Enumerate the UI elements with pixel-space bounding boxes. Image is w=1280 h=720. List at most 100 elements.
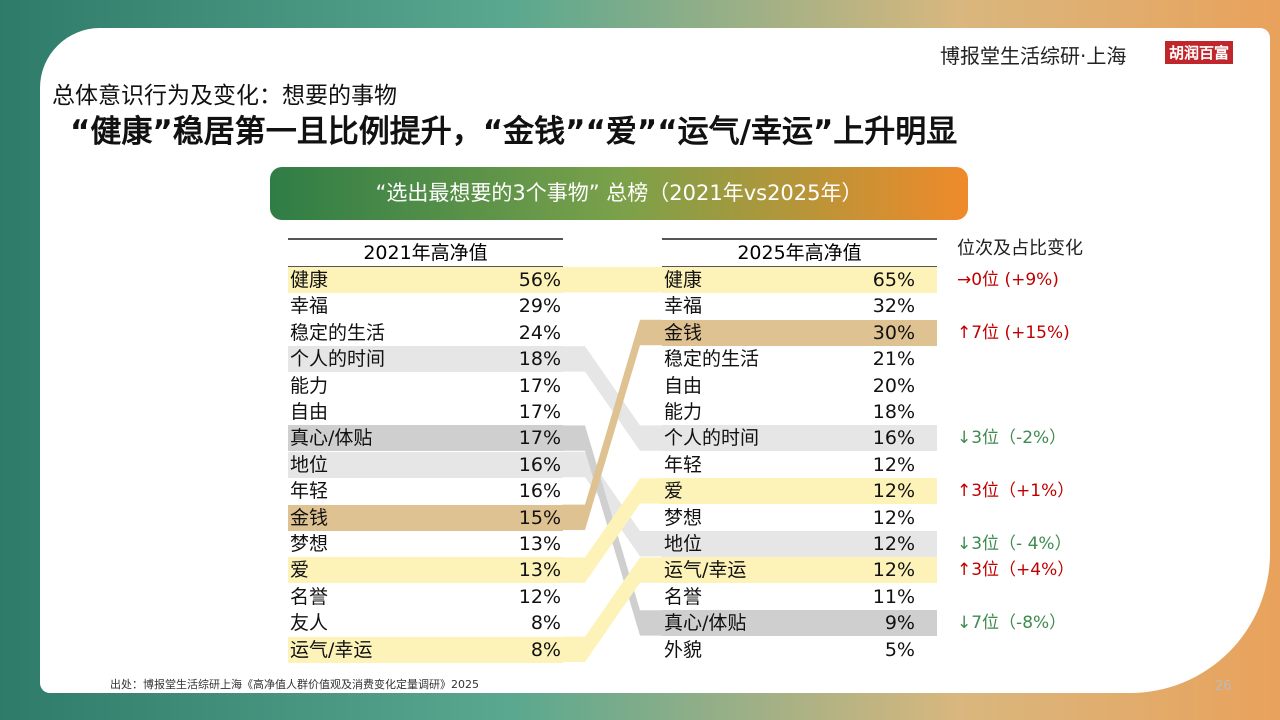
item: 个人的时间	[290, 348, 386, 371]
item: 个人的时间	[664, 427, 760, 450]
percent: 12%	[518, 585, 561, 608]
table-row: 能力 18%	[662, 399, 937, 425]
table-row: 年轻 16%	[288, 478, 563, 504]
item: 年轻	[664, 453, 703, 476]
table-header: 2021年高净值	[288, 238, 563, 267]
rank-change: ↑3位（+1%）	[957, 481, 1075, 502]
table-row: 金钱 30%	[662, 319, 937, 346]
item: 自由	[290, 401, 329, 423]
connector	[562, 319, 662, 530]
rank-change: ↓3位（- 4%）	[957, 534, 1072, 554]
item: 健康	[290, 269, 329, 291]
table-row: 金钱 15%	[288, 504, 563, 531]
table-row: 运气/幸运 8%	[288, 636, 563, 663]
table-row: 运气/幸运 12%	[662, 557, 937, 584]
table-row: 地位 12%	[662, 531, 937, 557]
item: 名誉	[290, 585, 329, 608]
item: 爱	[664, 480, 684, 503]
table-row: 名誉 12%	[288, 584, 563, 610]
rank-change: ↓3位（-2%）	[957, 428, 1067, 449]
percent: 20%	[872, 374, 915, 397]
percent: 17%	[518, 401, 561, 423]
connector	[562, 557, 662, 662]
item: 年轻	[290, 480, 329, 503]
rank-change: ↑7位 (+15%)	[957, 322, 1070, 343]
percent: 16%	[518, 453, 561, 476]
percent: 65%	[872, 269, 915, 291]
percent: 12%	[872, 480, 915, 503]
table-row: 健康 65%	[662, 267, 937, 293]
table-row: 稳定的生活 24%	[288, 320, 563, 346]
title: “健康”稳居第一且比例提升，“金钱”“爱”“运气/幸运”上升明显	[70, 114, 958, 150]
table-row: 幸福 32%	[662, 293, 937, 319]
table-row: 爱 12%	[662, 478, 937, 505]
item: 能力	[290, 374, 329, 397]
percent: 18%	[872, 401, 915, 423]
table-row: 个人的时间 18%	[288, 346, 563, 373]
logo: 胡润百富	[1165, 41, 1234, 64]
item: 幸福	[664, 295, 703, 318]
percent: 32%	[872, 295, 915, 318]
percent: 16%	[518, 480, 561, 503]
percent: 18%	[518, 348, 561, 371]
item: 能力	[664, 401, 703, 423]
percent: 8%	[530, 612, 561, 635]
item: 地位	[290, 453, 329, 476]
item: 爱	[290, 559, 310, 582]
source: 出处：博报堂生活综研上海《高净值人群价值观及消费变化定量调研》2025	[110, 678, 479, 691]
percent: 24%	[518, 321, 561, 344]
percent: 56%	[518, 269, 561, 291]
percent: 16%	[872, 427, 915, 450]
percent: 12%	[872, 559, 915, 582]
percent: 30%	[872, 321, 915, 344]
brand: 博报堂生活综研·上海	[940, 44, 1127, 68]
banner: “选出最想要的3个事物” 总榜（2021年vs2025年）	[270, 167, 968, 220]
percent: 8%	[530, 638, 561, 661]
item: 名誉	[664, 585, 703, 608]
table-row: 外貌 5%	[662, 637, 937, 663]
item: 稳定的生活	[664, 348, 760, 371]
subtitle: 总体意识行为及变化：想要的事物	[52, 83, 397, 109]
item: 真心/体贴	[290, 427, 373, 450]
percent: 17%	[518, 374, 561, 397]
percent: 29%	[518, 295, 561, 318]
table-header: 2025年高净值	[662, 238, 937, 267]
connector	[562, 267, 662, 293]
percent: 11%	[872, 585, 915, 608]
percent: 12%	[872, 506, 915, 529]
item: 梦想	[290, 533, 329, 555]
table-row: 幸福 29%	[288, 293, 563, 319]
table-row: 名誉 11%	[662, 584, 937, 610]
percent: 13%	[518, 533, 561, 555]
item: 梦想	[664, 506, 703, 529]
item: 运气/幸运	[290, 638, 373, 661]
table-row: 梦想 13%	[288, 531, 563, 557]
table-row: 自由 17%	[288, 399, 563, 425]
item: 金钱	[664, 321, 703, 344]
table-row: 真心/体贴 9%	[662, 610, 937, 637]
connector	[562, 346, 662, 451]
table-row: 真心/体贴 17%	[288, 425, 563, 452]
rank-change: ↓7位（-8%）	[957, 613, 1067, 634]
rank-change: →0位 (+9%)	[957, 270, 1059, 290]
percent: 21%	[872, 348, 915, 371]
page-number: 26	[1215, 679, 1232, 694]
percent: 12%	[872, 453, 915, 476]
table-row: 地位 16%	[288, 451, 563, 478]
item: 地位	[664, 533, 703, 555]
table-row: 梦想 12%	[662, 505, 937, 531]
table-row: 爱 13%	[288, 557, 563, 584]
rank-change: ↑3位（+4%）	[957, 560, 1075, 581]
percent: 13%	[518, 559, 561, 582]
item: 友人	[290, 612, 329, 635]
item: 运气/幸运	[664, 559, 747, 582]
connector	[562, 478, 662, 583]
item: 幸福	[290, 295, 329, 318]
table-row: 个人的时间 16%	[662, 425, 937, 452]
percent: 17%	[518, 427, 561, 450]
table-row: 稳定的生活 21%	[662, 346, 937, 372]
item: 金钱	[290, 506, 329, 529]
table-row: 健康 56%	[288, 267, 563, 293]
